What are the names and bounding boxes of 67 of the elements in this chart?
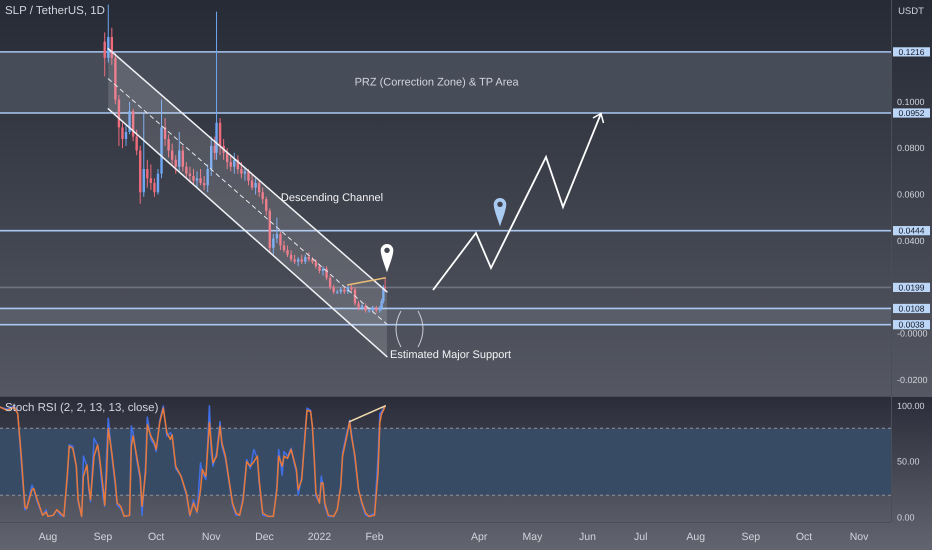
ref-line-label: 0.0952	[898, 108, 925, 118]
candlestick	[188, 166, 192, 184]
ref-line-label: 0.0038	[898, 320, 925, 330]
candlestick	[346, 284, 350, 295]
y-tick-label: 0.0800	[897, 143, 925, 154]
y-tick-label: 0.1000	[897, 96, 925, 107]
candlestick	[364, 302, 367, 314]
x-tick-label: Feb	[365, 531, 384, 543]
x-tick-label: Apr	[471, 531, 488, 543]
y-tick-label: 0.00	[897, 512, 915, 523]
candlestick	[293, 254, 296, 264]
y-tick-label: 0.0600	[897, 190, 925, 200]
candlestick	[226, 148, 228, 170]
ref-line-label: 0.0199	[898, 282, 925, 292]
x-tick-label: 2022	[308, 531, 332, 543]
candlestick	[218, 118, 222, 156]
chart-title: SLP / TetherUS, 1D	[5, 5, 105, 17]
x-tick-label: Oct	[796, 531, 812, 543]
candlestick	[142, 112, 145, 198]
x-tick-label: Dec	[255, 531, 274, 543]
ref-line-label: 0.0108	[898, 303, 925, 314]
x-tick-label: Sep	[741, 531, 760, 543]
x-tick-label: Nov	[850, 531, 870, 543]
candlestick	[244, 166, 246, 182]
candlestick	[178, 132, 180, 172]
candlestick	[254, 178, 257, 196]
candlestick	[174, 154, 177, 174]
candlestick	[128, 101, 131, 135]
candlestick	[233, 152, 236, 174]
y-tick-label: 50.00	[897, 456, 920, 467]
candlestick	[279, 231, 282, 251]
candlestick	[384, 277, 386, 292]
candlestick	[290, 250, 292, 262]
x-tick-label: Nov	[202, 531, 222, 543]
y-tick-label: -0.0000	[897, 328, 928, 338]
candlestick	[150, 164, 152, 190]
x-tick-label: Oct	[148, 531, 164, 543]
annotation: Descending Channel	[280, 192, 384, 204]
candlestick	[304, 254, 306, 264]
band-label: PRZ (Correction Zone) & TP Area	[354, 76, 520, 88]
ref-line-label: 0.0444	[898, 226, 925, 236]
x-tick-label: Jun	[579, 531, 596, 543]
candlestick	[322, 266, 324, 276]
candlestick	[199, 168, 202, 186]
candlestick	[308, 252, 310, 262]
x-tick-label: Aug	[38, 531, 58, 543]
x-tick-label: May	[522, 531, 544, 543]
y-tick-label: 100.00	[897, 400, 925, 411]
y-tick-label: 0.0400	[897, 236, 925, 246]
candlestick	[230, 154, 232, 172]
annotation: Estimated Major Support	[390, 349, 512, 361]
y-axis-title: USDT	[898, 6, 924, 17]
candlestick	[265, 196, 268, 216]
candlestick	[272, 233, 275, 256]
candlestick	[107, 4, 110, 64]
candlestick	[202, 176, 206, 190]
candlestick	[104, 32, 106, 77]
x-tick-label: Aug	[686, 531, 706, 543]
candlestick	[296, 256, 300, 267]
ref-line-label: 0.1216	[898, 46, 925, 57]
y-tick-label: -0.0200	[897, 374, 928, 385]
candlestick	[146, 159, 149, 188]
x-tick-label: Sep	[94, 531, 112, 543]
candlestick	[314, 258, 318, 270]
candlestick	[300, 254, 303, 264]
x-tick-label: Jul	[634, 531, 648, 543]
candlestick	[182, 145, 184, 172]
